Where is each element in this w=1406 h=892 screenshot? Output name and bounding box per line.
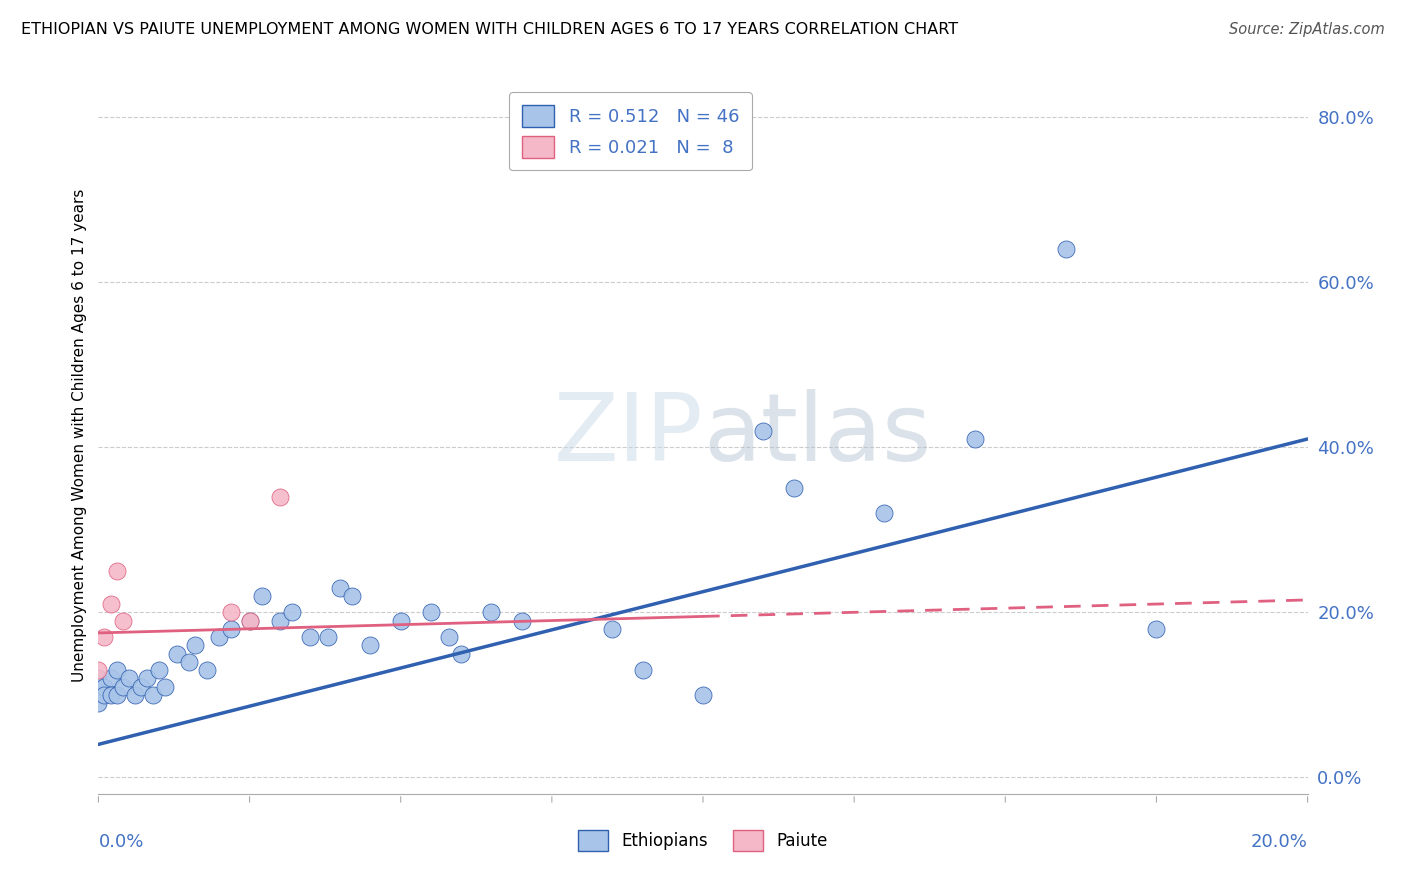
Text: Source: ZipAtlas.com: Source: ZipAtlas.com (1229, 22, 1385, 37)
Point (208, 630, 231, 644)
Point (153, 680, 176, 694)
Point (105, 663, 128, 677)
Point (221, 622, 243, 636)
Point (602, 622, 624, 636)
Point (100, 671, 122, 685)
Point (299, 630, 322, 644)
Point (873, 506, 896, 520)
Point (93, 630, 115, 644)
Point (389, 614, 412, 628)
Text: ETHIOPIAN VS PAIUTE UNEMPLOYMENT AMONG WOMEN WITH CHILDREN AGES 6 TO 17 YEARS CO: ETHIOPIAN VS PAIUTE UNEMPLOYMENT AMONG W… (21, 22, 959, 37)
Point (1054, 242, 1077, 256)
Point (269, 490, 291, 504)
Point (269, 614, 291, 628)
Point (184, 638, 207, 652)
Point (124, 688, 146, 702)
Point (692, 688, 714, 702)
Point (752, 424, 775, 438)
Point (118, 671, 141, 685)
Point (329, 581, 352, 595)
Point (360, 638, 382, 652)
Point (965, 432, 987, 446)
Point (87, 663, 110, 677)
Point (450, 647, 472, 661)
Point (239, 614, 262, 628)
Point (281, 605, 304, 619)
Point (316, 630, 339, 644)
Point (420, 605, 443, 619)
Legend: Ethiopians, Paiute: Ethiopians, Paiute (571, 823, 835, 857)
Point (142, 688, 165, 702)
Point (250, 589, 273, 603)
Text: 0.0%: 0.0% (98, 833, 143, 851)
Point (93, 680, 115, 694)
Point (179, 655, 201, 669)
Point (111, 614, 134, 628)
Point (510, 614, 533, 628)
Text: ZIP: ZIP (554, 389, 703, 481)
Point (1144, 622, 1167, 636)
Point (783, 482, 806, 496)
Point (129, 680, 152, 694)
Point (148, 663, 170, 677)
Point (239, 614, 262, 628)
Text: atlas: atlas (703, 389, 931, 481)
Y-axis label: Unemployment Among Women with Children Ages 6 to 17 years: Unemployment Among Women with Children A… (72, 188, 87, 681)
Point (166, 647, 188, 661)
Point (135, 671, 157, 685)
Point (342, 589, 364, 603)
Point (481, 605, 503, 619)
Point (100, 597, 122, 611)
Point (93, 688, 115, 702)
Point (221, 605, 243, 619)
Point (87, 671, 110, 685)
Text: 20.0%: 20.0% (1251, 833, 1308, 851)
Point (105, 564, 128, 578)
Point (631, 663, 654, 677)
Point (105, 688, 128, 702)
Point (111, 680, 134, 694)
Point (87, 696, 110, 710)
Point (437, 630, 460, 644)
Point (195, 663, 218, 677)
Point (100, 688, 122, 702)
